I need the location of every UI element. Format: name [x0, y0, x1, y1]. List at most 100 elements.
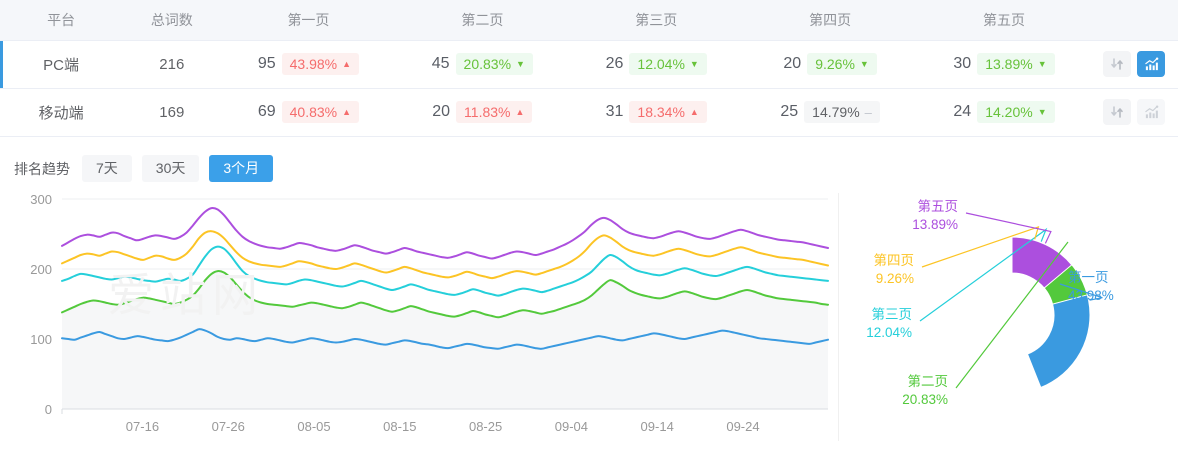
col-header-page3: 第三页	[569, 0, 744, 41]
trend-title: 排名趋势	[14, 160, 70, 177]
cell-page1: 69 40.83% ▲	[221, 88, 396, 137]
sort-arrows-icon[interactable]	[1103, 51, 1132, 77]
col-header-page2: 第二页	[395, 0, 570, 41]
change-badge: 20.83% ▼	[455, 53, 533, 75]
sort-arrows-icon[interactable]	[1103, 99, 1132, 125]
cell-page2: 20 11.83% ▲	[395, 88, 570, 137]
svg-text:09-04: 09-04	[555, 419, 588, 434]
change-badge: 14.20% ▼	[977, 101, 1055, 123]
change-value: 9.26%	[815, 56, 855, 72]
cell-page3: 31 18.34% ▲	[569, 88, 744, 137]
change-badge: 18.34% ▲	[629, 101, 707, 123]
donut-slice-label: 第二页	[908, 373, 949, 389]
tab-7-days[interactable]: 7天	[82, 155, 132, 182]
donut-slice-value: 13.89%	[912, 217, 958, 232]
change-value: 13.89%	[985, 56, 1033, 72]
change-badge: 14.79% –	[804, 101, 880, 123]
change-badge: 40.83% ▲	[281, 101, 360, 123]
page-count: 45	[431, 55, 450, 72]
cell-page3: 26 12.04% ▼	[569, 40, 744, 89]
cell-page2: 45 20.83% ▼	[395, 40, 570, 89]
tab-3-months[interactable]: 3个月	[209, 155, 274, 182]
col-header-platform: 平台	[0, 0, 123, 41]
arrow-flat-icon: –	[864, 104, 872, 120]
donut-slice-value: 12.04%	[866, 325, 912, 340]
change-badge: 12.04% ▼	[629, 53, 707, 75]
cell-page5: 30 13.89% ▼	[917, 40, 1091, 89]
cell-actions	[1090, 88, 1178, 137]
donut-slice-label: 第五页	[918, 198, 959, 214]
svg-text:100: 100	[30, 332, 52, 347]
page-count: 95	[257, 55, 276, 72]
donut-slice-value: 9.26%	[876, 271, 914, 286]
change-value: 40.83%	[289, 104, 338, 120]
change-badge: 13.89% ▼	[977, 53, 1055, 75]
col-header-page1: 第一页	[221, 0, 396, 41]
svg-text:09-24: 09-24	[726, 419, 759, 434]
arrow-up-icon: ▲	[689, 106, 699, 117]
charts-area: 0 100 200 300 07-16 07-26 08-05 08-15 08-25 09-04…	[0, 187, 1178, 447]
col-header-page4: 第四页	[743, 0, 918, 41]
cell-page5: 24 14.20% ▼	[917, 88, 1091, 137]
page-count: 31	[605, 103, 624, 120]
page-count: 24	[953, 103, 972, 120]
donut-slice-label: 第三页	[872, 306, 913, 322]
change-value: 20.83%	[463, 56, 512, 72]
table-row[interactable]: 移动端 169 69 40.83% ▲ 20 11.83% ▲ 31	[0, 88, 1178, 137]
cell-actions	[1090, 40, 1178, 89]
cell-total: 169	[122, 88, 222, 137]
trend-range-tabs: 7天 30天 3个月	[82, 155, 274, 182]
bar-chart-icon[interactable]	[1137, 99, 1166, 125]
arrow-up-icon: ▲	[515, 106, 525, 117]
svg-text:300: 300	[30, 192, 52, 207]
page-count: 20	[432, 103, 451, 120]
trend-header: 排名趋势 7天 30天 3个月	[0, 137, 1178, 187]
svg-text:0: 0	[45, 402, 52, 417]
page-count: 69	[257, 103, 276, 120]
page-count: 26	[605, 55, 624, 72]
cell-page4: 20 9.26% ▼	[743, 40, 918, 89]
bar-chart-icon[interactable]	[1137, 51, 1166, 77]
donut-slice-label: 第四页	[874, 252, 915, 268]
page-count: 30	[953, 55, 972, 72]
chart-divider	[838, 192, 839, 441]
page-distribution-donut-chart: 第一页 43.98% 第二页 20.83% 第三页 12.04% 第四页 9.26% 第五页 13…	[840, 187, 1178, 447]
cell-page1: 95 43.98% ▲	[221, 40, 396, 89]
change-value: 12.04%	[637, 56, 685, 72]
col-header-total: 总词数	[122, 0, 222, 41]
page-count: 25	[780, 103, 799, 120]
svg-text:07-16: 07-16	[126, 419, 159, 434]
svg-text:200: 200	[30, 262, 52, 277]
table-header-row: 平台 总词数 第一页 第二页 第三页 第四页 第五页	[0, 0, 1178, 41]
arrow-down-icon: ▼	[1037, 106, 1047, 117]
change-badge: 11.83% ▲	[456, 101, 533, 123]
donut-slice-value: 20.83%	[902, 392, 948, 407]
change-value: 14.79%	[812, 104, 860, 120]
tab-30-days[interactable]: 30天	[141, 155, 200, 182]
change-value: 43.98%	[289, 56, 338, 72]
svg-text:08-05: 08-05	[297, 419, 330, 434]
donut-slice-value: 43.98%	[1068, 288, 1114, 303]
change-value: 18.34%	[637, 104, 685, 120]
svg-text:09-14: 09-14	[641, 419, 674, 434]
change-value: 11.83%	[464, 104, 511, 120]
donut-slice-label: 第一页	[1068, 269, 1109, 285]
svg-text:08-15: 08-15	[383, 419, 416, 434]
arrow-up-icon: ▲	[342, 58, 352, 69]
svg-text:07-26: 07-26	[212, 419, 245, 434]
rank-table: 平台 总词数 第一页 第二页 第三页 第四页 第五页 PC端 216 95 43…	[0, 0, 1178, 137]
col-header-page5: 第五页	[917, 0, 1091, 41]
page-count: 20	[783, 55, 802, 72]
svg-text:08-25: 08-25	[469, 419, 502, 434]
arrow-down-icon: ▼	[689, 58, 699, 69]
table-row[interactable]: PC端 216 95 43.98% ▲ 45 20.83% ▼ 26	[0, 40, 1178, 89]
change-badge: 9.26% ▼	[807, 53, 877, 75]
arrow-up-icon: ▲	[342, 106, 352, 117]
col-header-actions	[1090, 0, 1178, 41]
change-value: 14.20%	[985, 104, 1033, 120]
arrow-down-icon: ▼	[516, 58, 525, 69]
arrow-down-icon: ▼	[1037, 58, 1047, 69]
arrow-down-icon: ▼	[859, 58, 869, 69]
cell-page4: 25 14.79% –	[743, 88, 918, 137]
